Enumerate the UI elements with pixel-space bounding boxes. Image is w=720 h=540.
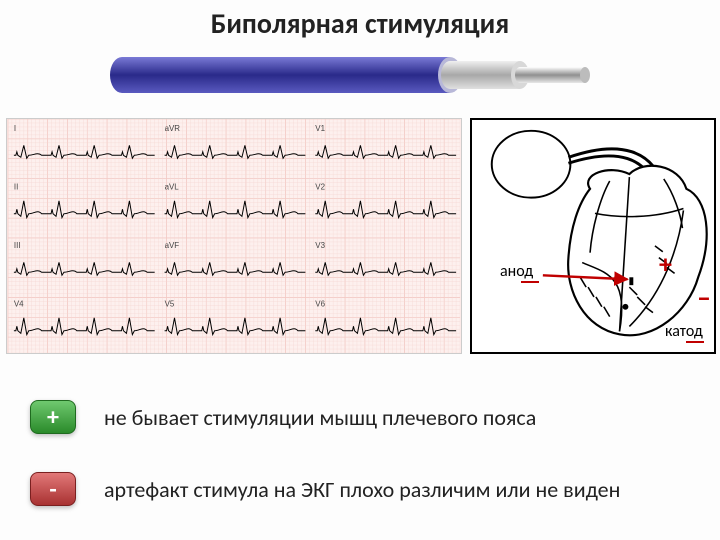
svg-text:V1: V1 — [315, 124, 325, 133]
minus-badge: - — [30, 472, 76, 506]
anode-plus: + — [659, 248, 672, 280]
heart-panel — [470, 118, 716, 354]
pro-row: + не бывает стимуляции мышц плечевого по… — [0, 400, 720, 434]
con-row: - артефакт стимула на ЭКГ плохо различим… — [0, 472, 720, 506]
con-text: артефакт стимула на ЭКГ плохо различим и… — [104, 476, 620, 503]
svg-text:V5: V5 — [165, 299, 175, 308]
svg-text:III: III — [14, 241, 21, 250]
page-title: Биполярная стимуляция — [0, 6, 720, 41]
ecg-panel: IaVR V1 II aVL V2 III aVF V3 V4 V5 V6 — [6, 118, 462, 354]
plus-badge: + — [30, 400, 76, 434]
svg-text:V2: V2 — [315, 182, 325, 191]
svg-text:V6: V6 — [315, 299, 325, 308]
lead-illustration — [110, 50, 600, 100]
svg-text:II: II — [14, 182, 18, 191]
anode-underline — [521, 281, 539, 283]
svg-text:aVL: aVL — [165, 182, 180, 191]
svg-text:aVR: aVR — [165, 124, 181, 133]
pro-text: не бывает стимуляции мышц плечевого пояс… — [104, 404, 536, 431]
cathode-underline — [686, 341, 704, 343]
cathode-label: катод — [665, 322, 703, 341]
svg-text:V4: V4 — [14, 299, 24, 308]
svg-text:V3: V3 — [315, 241, 325, 250]
anode-label: анод — [500, 262, 533, 281]
cathode-minus: – — [697, 280, 711, 315]
svg-text:aVF: aVF — [165, 241, 180, 250]
svg-text:I: I — [14, 124, 16, 133]
